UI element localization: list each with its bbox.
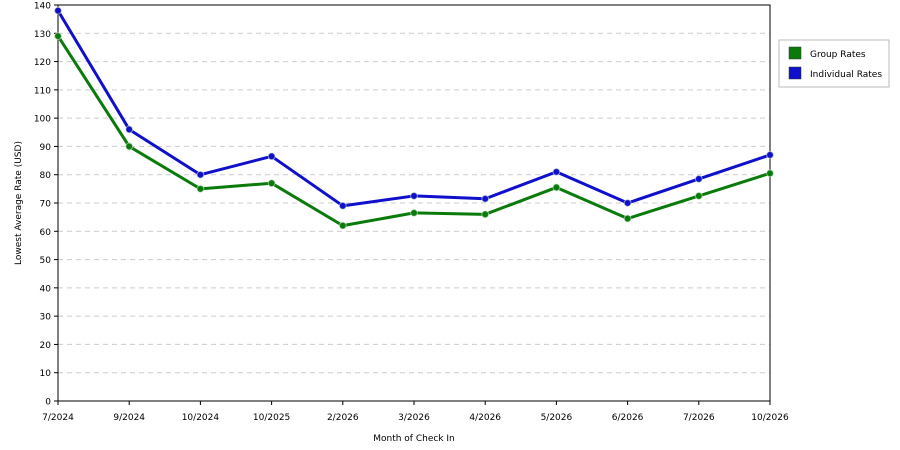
- x-tick-label: 7/2026: [683, 413, 715, 423]
- legend-swatch-individual-rates: [788, 66, 802, 80]
- data-point-individual-rates: [125, 125, 134, 134]
- y-tick-label: 110: [34, 86, 51, 96]
- data-point-group-rates: [125, 142, 134, 151]
- y-tick-label: 100: [34, 115, 51, 125]
- data-point-group-rates: [766, 169, 774, 178]
- data-point-individual-rates: [338, 201, 347, 210]
- y-tick-label: 90: [40, 143, 52, 153]
- series-line-individual-rates: [56, 9, 771, 208]
- y-tick-label: 120: [34, 58, 51, 68]
- x-tick-label: 3/2026: [398, 413, 430, 423]
- series-layer: [54, 6, 774, 230]
- y-tick-label: 80: [40, 171, 52, 181]
- y-tick-label: 30: [40, 313, 52, 323]
- x-tick-label: 2/2026: [327, 413, 359, 423]
- y-axis: 0 10 20 30 40 50 60 70 80 90 100 110 120 130 140: [34, 2, 58, 408]
- x-tick-label: 4/2026: [469, 413, 501, 423]
- data-point-group-rates: [196, 184, 205, 193]
- data-point-individual-rates: [267, 152, 276, 161]
- data-point-group-rates: [410, 209, 418, 217]
- legend-label-group-rates: Group Rates: [810, 50, 866, 60]
- y-axis-title: Lowest Average Rate (USD): [14, 141, 24, 265]
- data-point-individual-rates: [54, 6, 62, 15]
- x-tick-label: 10/2026: [751, 413, 789, 423]
- data-point-group-rates: [54, 32, 62, 41]
- y-tick-label: 50: [40, 256, 52, 266]
- data-point-individual-rates: [196, 170, 205, 179]
- data-point-group-rates: [552, 183, 561, 192]
- series-group-rates: [54, 32, 774, 230]
- data-point-individual-rates: [552, 167, 561, 176]
- grid-lines: [58, 32, 770, 374]
- x-tick-label: 5/2026: [541, 413, 573, 423]
- y-tick-label: 70: [40, 200, 52, 210]
- y-tick-label: 140: [34, 2, 51, 12]
- data-point-individual-rates: [481, 194, 490, 203]
- data-point-group-rates: [338, 221, 347, 230]
- data-point-group-rates: [481, 210, 490, 219]
- y-tick-label: 60: [40, 228, 52, 238]
- x-tick-label: 7/2024: [42, 413, 74, 423]
- y-tick-label: 40: [40, 284, 52, 294]
- data-point-group-rates: [694, 192, 703, 200]
- data-point-individual-rates: [623, 199, 632, 207]
- data-point-group-rates: [267, 179, 276, 188]
- data-point-individual-rates: [410, 192, 418, 200]
- x-tick-label: 10/2024: [182, 413, 220, 423]
- data-point-individual-rates: [766, 151, 774, 159]
- y-tick-label: 130: [34, 30, 51, 40]
- y-tick-label: 20: [40, 341, 52, 351]
- x-tick-label: 10/2025: [253, 413, 290, 423]
- x-tick-label: 6/2026: [612, 413, 644, 423]
- x-tick-label: 9/2024: [113, 413, 145, 423]
- x-axis-title: Month of Check In: [373, 434, 455, 444]
- data-point-group-rates: [623, 214, 632, 223]
- y-tick-label: 0: [45, 398, 51, 408]
- y-tick-label: 10: [40, 369, 52, 379]
- series-individual-rates: [54, 6, 774, 210]
- legend: Group Rates Individual Rates: [778, 39, 890, 88]
- legend-swatch-group-rates: [788, 46, 802, 60]
- x-axis: 7/2024 9/2024 10/2024 10/2025 2/2026 3/2026 4/…: [42, 401, 789, 423]
- data-point-individual-rates: [694, 175, 703, 183]
- legend-label-individual-rates: Individual Rates: [810, 70, 882, 80]
